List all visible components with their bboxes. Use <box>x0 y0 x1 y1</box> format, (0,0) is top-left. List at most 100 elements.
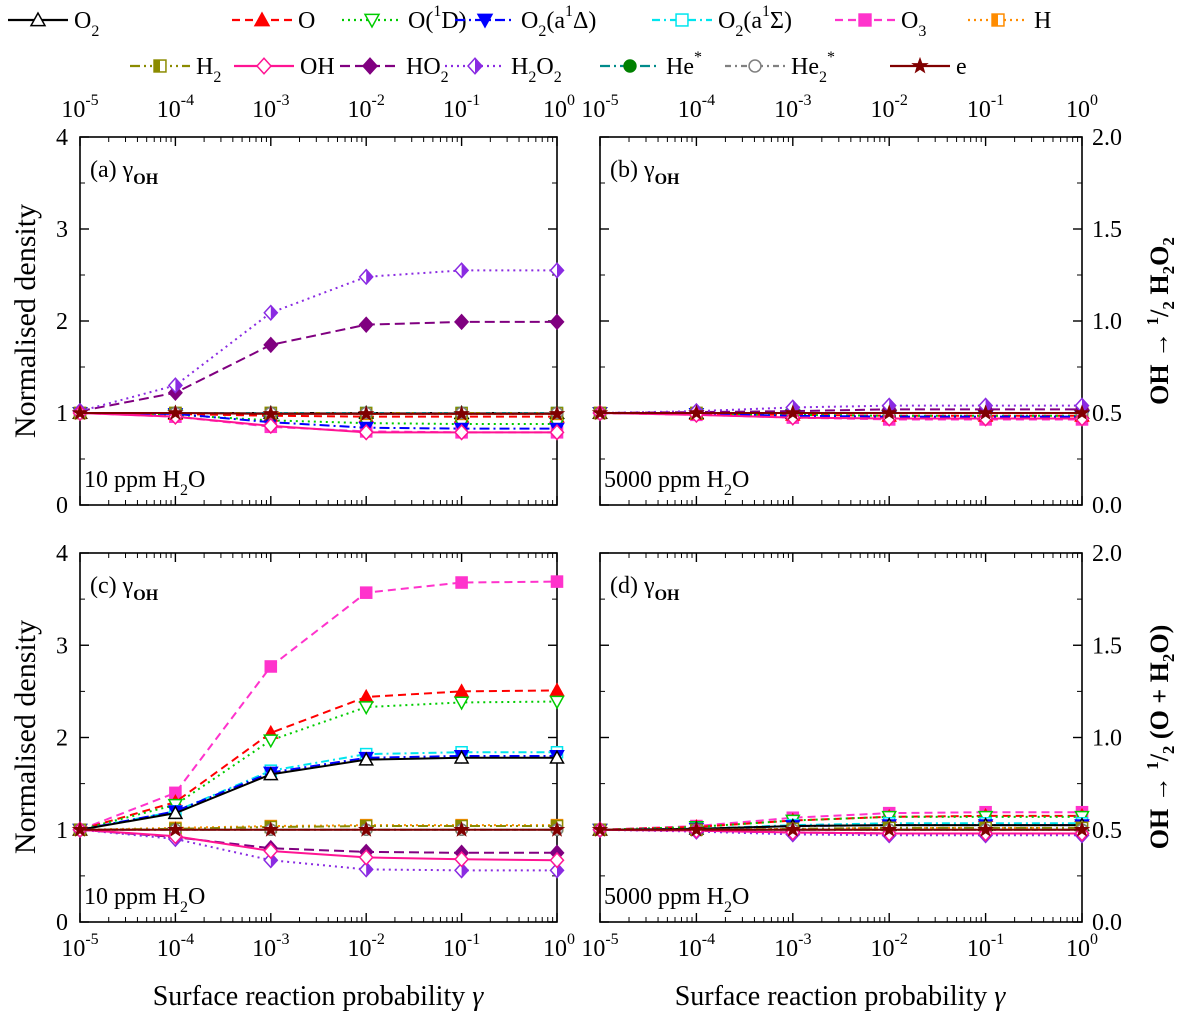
legend-label: H2O2 <box>511 54 562 86</box>
legend-item-h: H <box>968 8 1051 34</box>
data-point <box>784 404 802 420</box>
series-o2 <box>72 749 565 836</box>
data-point <box>550 575 564 588</box>
data-point <box>549 682 565 697</box>
data-point-half <box>461 263 469 278</box>
data-point <box>1073 404 1091 420</box>
data-point-half <box>175 378 182 393</box>
data-point <box>549 424 565 441</box>
x-tick-label: 10-3 <box>774 92 811 123</box>
x-tick-label: 10-1 <box>967 92 1004 123</box>
plot-frame <box>599 136 1083 506</box>
data-point <box>880 404 898 420</box>
axis-labels: Normalised density Normalised density OH →… <box>9 204 1178 1012</box>
legend-item-h2: H2 <box>130 54 221 86</box>
data-point <box>264 660 278 673</box>
data-point <box>549 749 565 764</box>
series-line <box>79 828 558 862</box>
y-tick-label-right: 1.5 <box>1092 217 1122 243</box>
series-line <box>79 754 557 831</box>
legend: O2 O O(1D) O2(a1Δ) O2(a1Σ) O3 H H2 OH HO2 H2O2 He* H… <box>8 3 1051 86</box>
legend-marker-icon <box>748 59 762 73</box>
data-point <box>688 404 705 420</box>
data-point <box>453 696 470 711</box>
panel-title: (c) γOH <box>90 573 159 604</box>
data-point <box>167 404 184 420</box>
legend-marker-icon <box>29 11 47 27</box>
data-point-half <box>557 863 564 878</box>
panel-d: 0.0 0.5 1.0 1.5 2.0 10-5 10-4 10-3 10-2 10-1 100 (d… <box>581 541 1122 962</box>
panel-note: 5000 ppm H2O <box>604 884 749 916</box>
data-point <box>358 688 374 703</box>
x-tick-label: 10-2 <box>871 931 908 962</box>
legend-marker-icon-half <box>475 58 482 74</box>
legend-item-e: e <box>890 54 967 80</box>
series-line <box>79 700 558 831</box>
data-point <box>454 313 470 331</box>
data-point <box>453 749 470 764</box>
legend-marker-icon <box>476 13 494 29</box>
legend-label: He2* <box>791 49 835 86</box>
data-point <box>453 821 470 837</box>
legend-label: HO2 <box>406 54 449 86</box>
data-point-half <box>366 862 373 877</box>
legend-marker-icon-half <box>992 14 998 26</box>
y-axis-title-left: Normalised density <box>9 620 42 854</box>
x-tick-label: 10-4 <box>157 931 194 962</box>
data-point <box>263 766 279 781</box>
series-e <box>71 821 566 837</box>
data-point <box>358 424 374 441</box>
panel-title: (b) γOH <box>610 157 680 188</box>
data-point <box>548 405 566 421</box>
y-tick-label-right: 1.0 <box>1092 726 1122 752</box>
data-point <box>549 695 565 710</box>
y-axis-title-right-bottom: OH → 1/2 (O + H2O) <box>1143 625 1178 850</box>
x-tick-label: 10-2 <box>348 931 385 962</box>
series-line <box>599 404 1082 414</box>
data-point <box>262 821 280 837</box>
legend-label: OH <box>300 54 335 80</box>
series-o2a1delta <box>72 407 565 437</box>
series-line <box>599 412 1082 420</box>
panel-title: (a) γOH <box>90 157 159 188</box>
y-tick-label-right: 1.5 <box>1092 633 1122 659</box>
y-tick-label-right: 0.5 <box>1092 401 1122 427</box>
x-tick-label: 10-4 <box>678 92 715 123</box>
data-point <box>358 849 374 866</box>
data-point <box>977 404 994 420</box>
series-o1d <box>72 407 565 433</box>
panel-note: 5000 ppm H2O <box>604 467 749 499</box>
legend-item-oh: OH <box>234 54 335 80</box>
data-point <box>977 821 994 837</box>
data-point <box>880 821 898 837</box>
legend-label: e <box>956 54 967 80</box>
x-tick-label: 10-5 <box>61 931 98 962</box>
panel-note: 10 ppm H2O <box>84 884 205 916</box>
x-tick-label: 10-5 <box>61 92 98 123</box>
data-point <box>453 405 470 421</box>
data-point <box>358 316 374 333</box>
legend-label: O2 <box>74 8 99 40</box>
series-e <box>591 821 1091 837</box>
series-line <box>599 815 1082 831</box>
legend-item-o1d: O(1D) <box>342 3 467 34</box>
data-point <box>263 734 279 749</box>
y-tick-label: 3 <box>56 217 68 243</box>
legend-item-o2a1sigma: O2(a1Σ) <box>652 3 792 40</box>
legend-item-o2a1delta: O2(a1Δ) <box>455 3 596 40</box>
series-line <box>79 269 557 413</box>
y-tick-label: 1 <box>56 818 68 844</box>
data-point <box>262 405 280 421</box>
y-tick-label: 0 <box>56 910 68 936</box>
legend-item-ho2: HO2 <box>340 54 449 86</box>
data-point <box>71 821 89 837</box>
series-h2o2 <box>72 262 565 420</box>
legend-label: O <box>298 8 315 34</box>
y-tick-label-right: 0.0 <box>1092 493 1122 519</box>
data-point <box>688 821 705 837</box>
y-tick-label: 3 <box>56 633 68 659</box>
legend-marker-icon <box>675 13 689 27</box>
x-tick-label: 10-3 <box>774 931 811 962</box>
legend-item-o3: O3 <box>835 8 926 40</box>
legend-label: O3 <box>901 8 926 40</box>
